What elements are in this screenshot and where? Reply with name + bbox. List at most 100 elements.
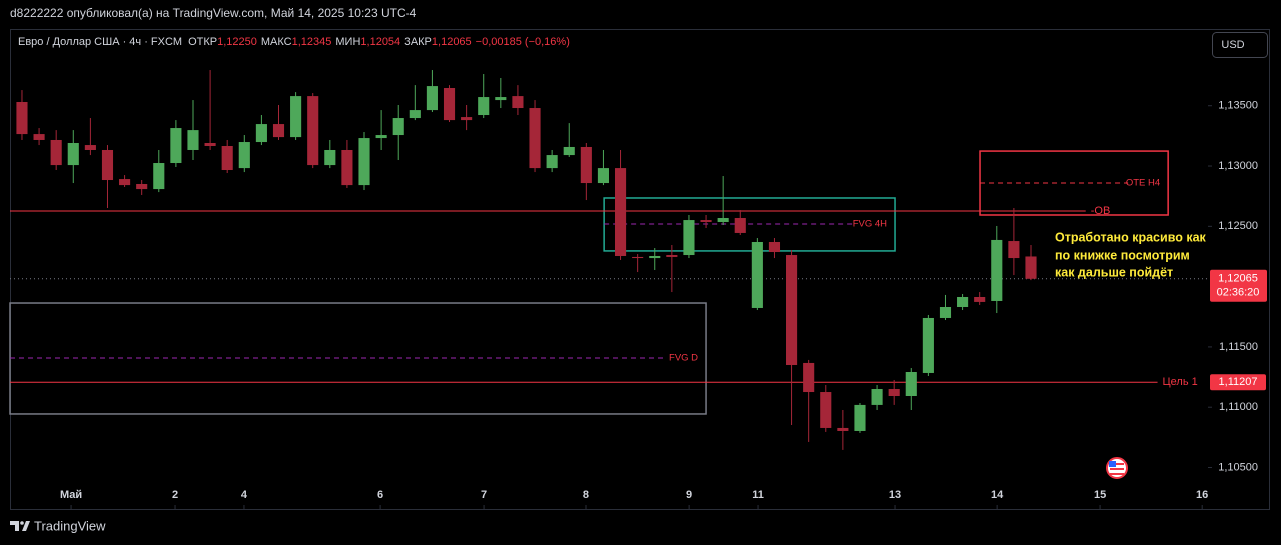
y-tick-label: 1,12500: [1218, 220, 1258, 232]
candle-body: [1008, 241, 1020, 259]
candle-body: [888, 389, 900, 397]
candle-body: [563, 146, 575, 156]
x-tick-label: 7: [481, 489, 487, 501]
candle-body: [443, 88, 456, 121]
candle-body: [580, 146, 592, 184]
y-tick-label: 1,11500: [1219, 341, 1258, 353]
currency-button[interactable]: [1212, 32, 1268, 58]
ohlc-label: ОТКР: [188, 36, 217, 48]
ohlc-label: МИН: [335, 36, 360, 48]
note-line: как дальше пойдёт: [1055, 265, 1173, 279]
candle-body: [905, 372, 917, 397]
candle-body: [957, 296, 969, 308]
ohlc-value: 1,12345: [292, 36, 332, 48]
candle-body: [803, 362, 815, 393]
candle-body: [768, 242, 781, 253]
candle-body: [478, 97, 490, 116]
note-line: Отработано красиво как: [1055, 230, 1207, 244]
x-tick-label: 16: [1196, 489, 1208, 501]
zone-label: FVG 4H: [853, 219, 887, 230]
candle-body: [614, 168, 627, 256]
x-tick-label: 2: [172, 489, 178, 501]
y-tick-label: 1,13500: [1218, 100, 1258, 112]
candle-body: [187, 130, 199, 150]
candle-body: [392, 118, 404, 136]
candle-body: [512, 96, 524, 109]
candle-body: [854, 404, 866, 431]
symbol: Евро / Доллар США · 4ч · FXCM: [18, 36, 182, 48]
ohlc-label: ЗАКР: [404, 36, 432, 48]
candle-body: [820, 392, 832, 428]
candle-body: [358, 138, 370, 186]
candle-body: [939, 307, 952, 318]
candle-body: [529, 108, 541, 169]
note-line: по книжке посмотрим: [1055, 248, 1190, 262]
candle-body: [426, 86, 438, 111]
candle-body: [290, 96, 302, 138]
candle-body: [33, 134, 45, 140]
last-price-label: 1,12065: [1218, 273, 1258, 285]
candle-body: [324, 149, 336, 166]
y-tick-label: 1,10500: [1218, 461, 1258, 473]
logo: TradingView: [10, 518, 106, 533]
candle-body: [67, 142, 79, 166]
chart-frame: [10, 29, 1270, 510]
x-tick-label: 13: [889, 489, 901, 501]
candle-body: [734, 218, 746, 233]
candle-body: [221, 146, 233, 171]
x-tick-label: Май: [60, 489, 82, 501]
candle-body: [700, 220, 712, 222]
candle-body: [1025, 256, 1037, 279]
candle-body: [16, 101, 28, 135]
y-tick-label: 1,13000: [1218, 160, 1258, 172]
level-label: Цель 1: [1163, 376, 1198, 388]
candle-body: [136, 183, 148, 190]
x-tick-label: 11: [752, 489, 764, 501]
x-tick-label: 4: [241, 489, 248, 501]
candle-body: [632, 256, 644, 259]
candle-body: [666, 255, 678, 257]
ohlc-label: МАКС: [261, 36, 292, 48]
level-price-box: [1210, 374, 1266, 391]
logo-text: TradingView: [34, 518, 106, 533]
candle-body: [871, 389, 883, 405]
x-tick-label: 15: [1094, 489, 1106, 501]
candle-body: [683, 220, 695, 256]
ohlc-value: 1,12065: [432, 36, 472, 48]
zone-label: OTE H4: [1126, 178, 1160, 189]
change: −0,00185 (−0,16%): [476, 36, 570, 48]
candle-body: [974, 296, 986, 302]
candle-body: [307, 96, 319, 166]
y-tick-label: 1,11000: [1219, 401, 1258, 413]
x-tick-label: 9: [686, 489, 692, 501]
candle-body: [837, 427, 849, 431]
level-label: -OB: [1091, 205, 1111, 217]
candle-body: [153, 163, 165, 190]
candle-body: [991, 239, 1003, 301]
candle-body: [597, 168, 609, 184]
x-tick-label: 6: [377, 489, 383, 501]
candle-body: [461, 117, 473, 121]
candle-body: [717, 218, 729, 222]
candle-body: [204, 142, 216, 147]
candle-body: [495, 97, 507, 101]
candle-body: [255, 124, 267, 143]
candle-body: [786, 255, 798, 366]
candle-body: [84, 145, 96, 150]
candle-body: [375, 135, 387, 139]
candle-body: [409, 110, 421, 119]
candle-body: [119, 179, 131, 186]
x-tick-label: 8: [583, 489, 589, 501]
candle-body: [922, 317, 934, 373]
candle-body: [272, 124, 285, 138]
candle-body: [341, 149, 353, 186]
published-line: d8222222 опубликовал(а) на TradingView.c…: [10, 6, 417, 20]
x-tick-label: 14: [991, 489, 1004, 501]
candle-body: [101, 149, 114, 181]
candle-body: [649, 255, 661, 259]
ohlc-value: 1,12250: [217, 36, 257, 48]
symbol-header: Евро / Доллар США · 4ч · FXCM ОТКР 1,12250…: [18, 36, 570, 48]
currency-label: USD: [1221, 39, 1244, 51]
